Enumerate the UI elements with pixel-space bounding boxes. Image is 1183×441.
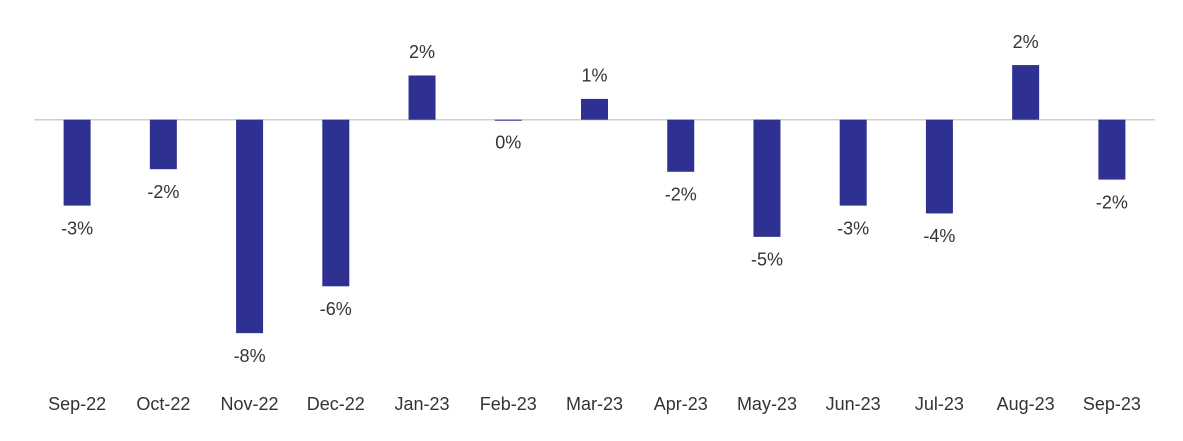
x-tick-label: Sep-22 bbox=[48, 394, 106, 414]
bar bbox=[581, 98, 608, 120]
value-label: 2% bbox=[409, 42, 435, 62]
x-tick-label: Jul-23 bbox=[915, 394, 964, 414]
bar bbox=[1012, 65, 1040, 120]
x-tick-label: May-23 bbox=[737, 394, 797, 414]
value-label: -8% bbox=[234, 346, 266, 366]
bar bbox=[63, 119, 91, 206]
x-tick-label: Jun-23 bbox=[826, 394, 881, 414]
x-tick-label: Feb-23 bbox=[480, 394, 537, 414]
bar bbox=[839, 119, 867, 206]
x-tick-label: Nov-22 bbox=[221, 394, 279, 414]
value-label: -2% bbox=[665, 185, 697, 205]
value-label: 0% bbox=[495, 132, 521, 152]
bar bbox=[667, 119, 695, 172]
x-tick-label: Aug-23 bbox=[997, 394, 1055, 414]
value-label: -5% bbox=[751, 250, 783, 270]
bar bbox=[236, 119, 264, 334]
bar bbox=[322, 119, 350, 287]
x-tick-label: Oct-22 bbox=[136, 394, 190, 414]
value-label: -4% bbox=[923, 226, 955, 246]
value-label: -3% bbox=[61, 218, 93, 238]
bar bbox=[149, 119, 177, 170]
x-tick-label: Mar-23 bbox=[566, 394, 623, 414]
bar bbox=[1098, 119, 1126, 180]
bar bbox=[753, 119, 781, 237]
value-label: -2% bbox=[147, 182, 179, 202]
bar bbox=[494, 119, 522, 121]
value-label: 2% bbox=[1013, 32, 1039, 52]
value-label: -3% bbox=[837, 218, 869, 238]
x-tick-label: Dec-22 bbox=[307, 394, 365, 414]
value-label: -6% bbox=[320, 299, 352, 319]
bar bbox=[925, 119, 953, 214]
bar bbox=[408, 75, 436, 120]
x-tick-label: Jan-23 bbox=[395, 394, 450, 414]
x-tick-label: Sep-23 bbox=[1083, 394, 1141, 414]
value-label: 1% bbox=[581, 66, 607, 86]
x-tick-label: Apr-23 bbox=[654, 394, 708, 414]
value-label: -2% bbox=[1096, 192, 1128, 212]
